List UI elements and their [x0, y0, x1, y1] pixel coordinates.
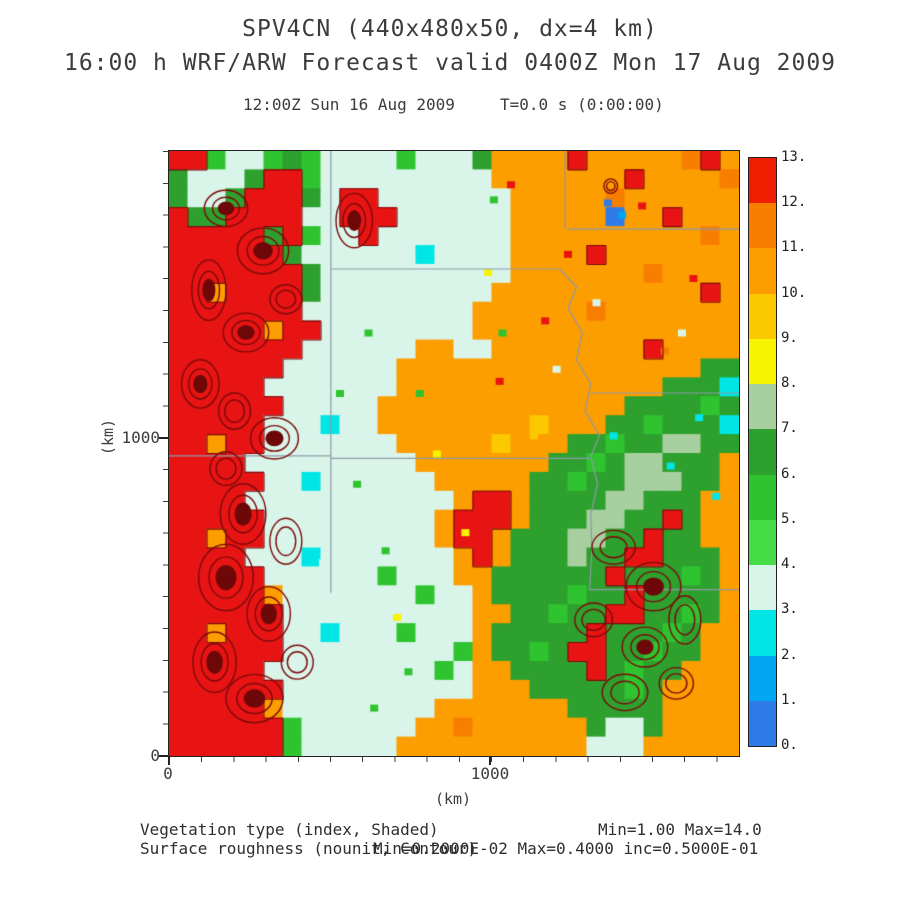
- contour-field-stats: Min=0.2000E-02 Max=0.4000 inc=0.5000E-01: [373, 839, 759, 858]
- y-axis-major-tick-1000: [159, 437, 168, 439]
- colorbar-label-2: 2.: [781, 646, 798, 663]
- colorbar-cell-8: [749, 338, 776, 385]
- colorbar-label-0: 0.: [781, 737, 798, 753]
- shaded-field-caption: Vegetation type (index, Shaded): [140, 820, 439, 839]
- init-time-text: 12:00Z Sun 16 Aug 2009: [243, 95, 455, 114]
- colorbar-label-10: 10.: [781, 284, 807, 301]
- forecast-step-text: T=0.0 s (0:00:00): [500, 95, 664, 114]
- colorbar-label-1: 1.: [781, 691, 798, 708]
- x-axis-major-tick-1000: [489, 756, 491, 765]
- y-axis-minor-ticks: [163, 151, 168, 756]
- colorbar-label-3: 3.: [781, 601, 798, 618]
- colorbar-label-9: 9.: [781, 329, 798, 346]
- x-tick-label-0: 0: [163, 764, 173, 783]
- colorbar-label-5: 5.: [781, 510, 798, 527]
- x-axis-label: (km): [434, 790, 472, 808]
- colorbar-cell-6: [749, 429, 776, 475]
- colorbar-cell-1: [749, 655, 776, 701]
- colorbar-label-8: 8.: [781, 375, 798, 392]
- x-tick-label-1000: 1000: [470, 764, 510, 783]
- colorbar-cell-5: [749, 474, 776, 520]
- y-tick-label-0: 0: [150, 746, 160, 765]
- colorbar-label-4: 4.: [781, 556, 798, 573]
- colorbar-cell-4: [749, 519, 776, 566]
- colorbar-labels: 0. 1. 2. 3. 4. 5. 6. 7. 8. 9. 10. 11. 12. 13.: [781, 149, 825, 753]
- colorbar-label-12: 12.: [781, 194, 807, 211]
- colorbar-label-11: 11.: [781, 239, 807, 256]
- colorbar-cell-7: [749, 384, 776, 430]
- x-axis-major-tick-0: [168, 756, 170, 765]
- y-tick-label-1000: 1000: [121, 428, 160, 447]
- figure-subtitle: 16:00 h WRF/ARW Forecast valid 0400Z Mon…: [63, 50, 837, 76]
- colorbar-label-6: 6.: [781, 465, 798, 482]
- colorbar: [748, 157, 777, 747]
- vegetation-map-canvas: [169, 151, 739, 756]
- map-plot-frame: [168, 150, 740, 757]
- colorbar-label-13: 13.: [781, 149, 807, 165]
- colorbar-cell-12: [749, 158, 776, 204]
- colorbar-cell-9: [749, 293, 776, 339]
- colorbar-cell-11: [749, 203, 776, 249]
- x-axis-minor-ticks: [169, 757, 739, 762]
- y-axis-label: (km): [99, 418, 117, 456]
- colorbar-label-7: 7.: [781, 420, 798, 437]
- colorbar-cell-10: [749, 248, 776, 294]
- contour-field-caption: Surface roughness (nounit, Contour): [140, 839, 478, 858]
- figure-title: SPV4CN (440x480x50, dx=4 km): [242, 16, 658, 42]
- colorbar-cell-0: [749, 700, 776, 747]
- y-axis-major-tick-0: [159, 755, 168, 757]
- shaded-field-stats: Min=1.00 Max=14.0: [598, 820, 762, 839]
- colorbar-cell-3: [749, 565, 776, 611]
- colorbar-cell-2: [749, 610, 776, 656]
